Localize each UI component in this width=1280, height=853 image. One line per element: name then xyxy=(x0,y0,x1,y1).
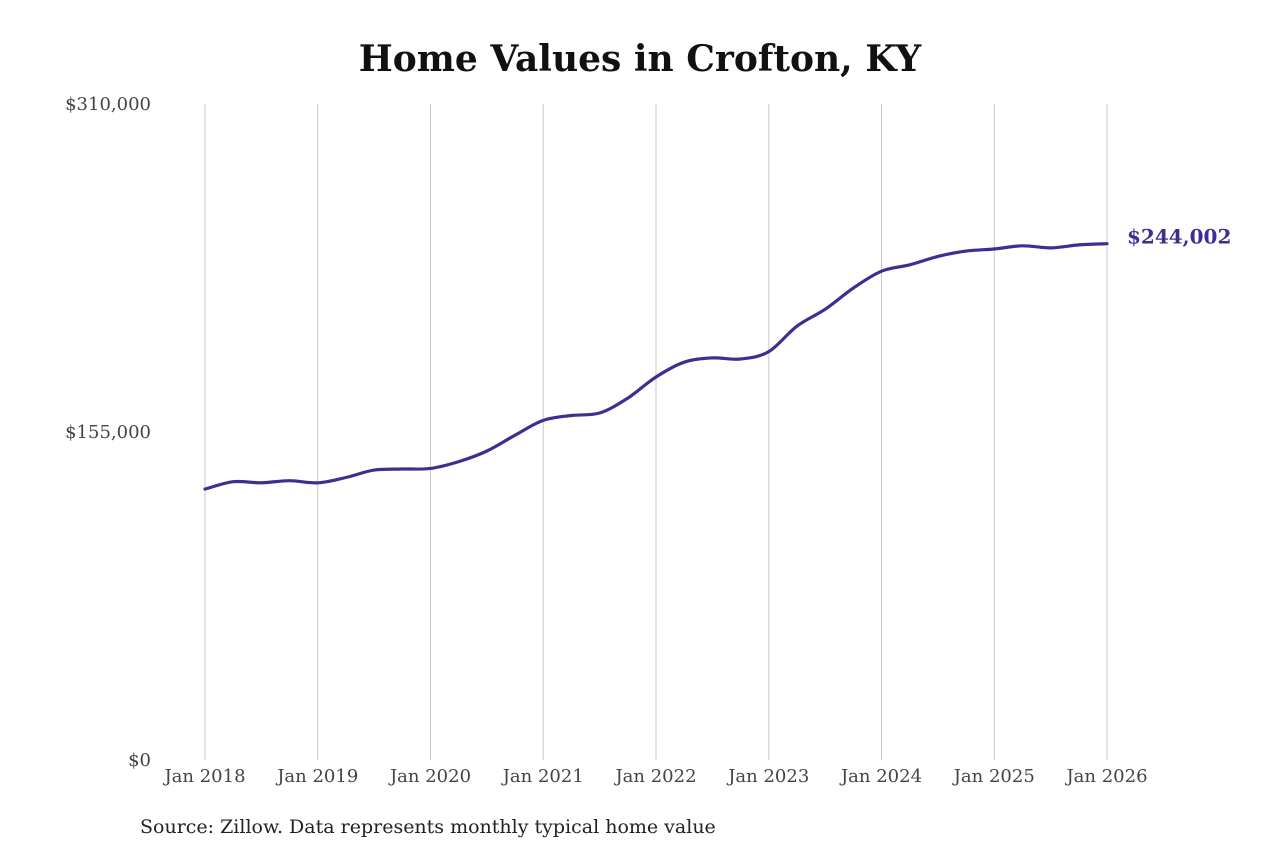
series-layer xyxy=(203,242,1109,491)
x-tick-label: Jan 2024 xyxy=(839,766,922,787)
y-tick-label: $155,000 xyxy=(65,422,151,443)
series-line xyxy=(203,242,1109,491)
end-label-layer: $244,002 xyxy=(1127,225,1231,249)
end-value-label: $244,002 xyxy=(1127,225,1231,249)
x-tick-label: Jan 2019 xyxy=(275,766,358,787)
x-tick-label: Jan 2022 xyxy=(613,766,696,787)
y-tick-label: $0 xyxy=(128,750,151,771)
x-tick-label: Jan 2020 xyxy=(388,766,471,787)
gridlines xyxy=(204,104,1108,760)
chart-title: Home Values in Crofton, KY xyxy=(358,38,922,80)
source-note: Source: Zillow. Data represents monthly … xyxy=(140,816,716,838)
x-axis-ticks: Jan 2018 Jan 2019 Jan 2020 Jan 2021 Jan 2022… xyxy=(162,766,1147,787)
x-tick-label: Jan 2023 xyxy=(726,766,809,787)
x-tick-label: Jan 2018 xyxy=(162,766,245,787)
y-axis-ticks: $310,000 $155,000 $0 xyxy=(65,94,151,771)
x-tick-label: Jan 2021 xyxy=(501,766,584,787)
x-tick-label: Jan 2026 xyxy=(1064,766,1147,787)
y-tick-label: $310,000 xyxy=(65,94,151,115)
x-tick-label: Jan 2025 xyxy=(952,766,1035,787)
